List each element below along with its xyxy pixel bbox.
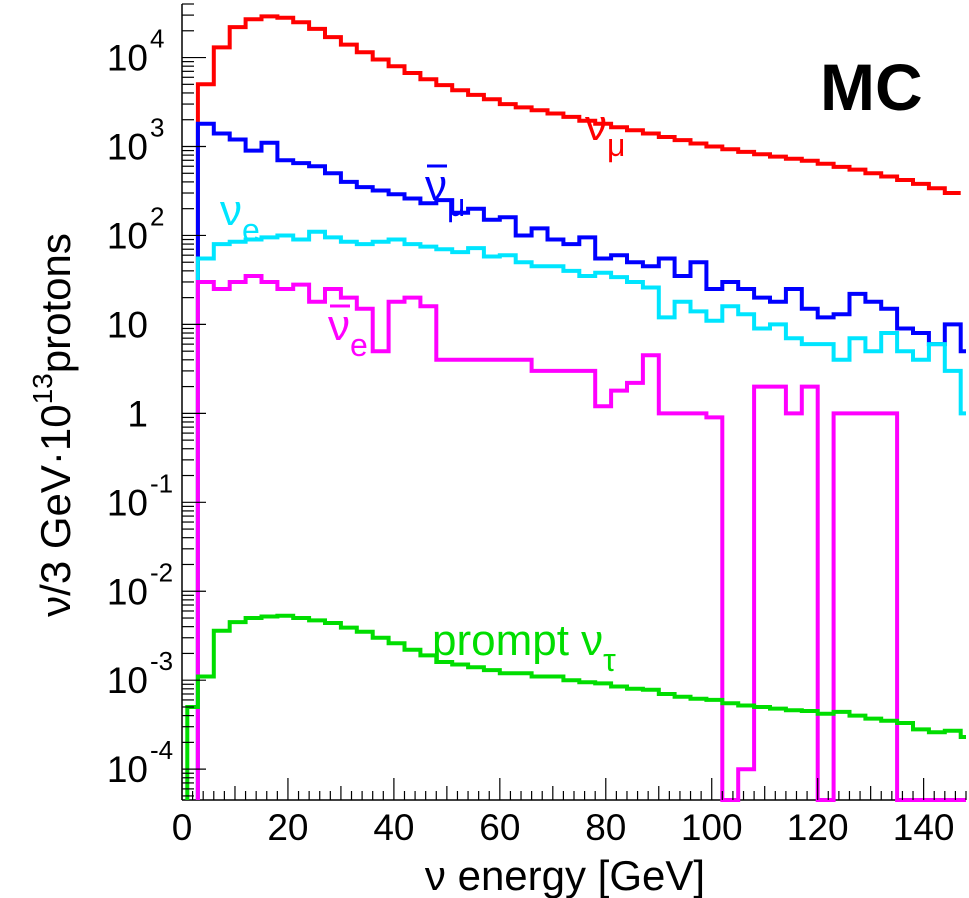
y-axis-title-unit: protons bbox=[32, 233, 79, 373]
x-tick-label: 60 bbox=[479, 807, 520, 848]
series-line-3 bbox=[195, 274, 966, 802]
x-axis-title: ν energy [GeV] bbox=[425, 852, 705, 898]
x-tick-label: 0 bbox=[172, 807, 193, 848]
x-tick-label: 40 bbox=[373, 807, 414, 848]
y-tick-exponent: -4 bbox=[150, 735, 173, 765]
y-tick-label: 10 bbox=[107, 127, 148, 168]
series-label-main: ν bbox=[585, 101, 607, 150]
y-axis-title: ν/3 GeV·1013protons bbox=[27, 233, 79, 617]
series-label-sub: e bbox=[350, 327, 368, 363]
y-tick-label: 10 bbox=[107, 660, 148, 701]
y-tick-label: 10 bbox=[107, 304, 148, 345]
series-label-2: νe bbox=[220, 186, 260, 248]
y-tick-exponent: 4 bbox=[150, 24, 164, 54]
y-tick-exponent: -1 bbox=[150, 468, 173, 498]
y-tick-label: 10 bbox=[107, 482, 148, 523]
y-tick-label: 10 bbox=[107, 571, 148, 612]
y-tick-label: 1 bbox=[127, 393, 148, 434]
x-tick-label: 140 bbox=[893, 807, 955, 848]
y-tick-label: 10 bbox=[107, 749, 148, 790]
series-label-main: ν bbox=[328, 301, 350, 350]
y-axis-title-exponent: 13 bbox=[27, 373, 58, 404]
series-line-1 bbox=[195, 121, 966, 800]
mc-tag: MC bbox=[820, 50, 923, 124]
y-axis-title-main: ν/3 GeV·10 bbox=[32, 404, 79, 616]
series-label-sub: μ bbox=[607, 127, 625, 163]
x-tick-label: 80 bbox=[585, 807, 626, 848]
series-label-main: ν bbox=[425, 161, 447, 210]
y-tick-exponent: 3 bbox=[150, 113, 164, 143]
x-tick-label: 20 bbox=[267, 807, 308, 848]
series-label-4: prompt ντ bbox=[432, 616, 616, 678]
x-tick-label: 100 bbox=[681, 807, 743, 848]
x-tick-label: 120 bbox=[787, 807, 849, 848]
series-line-2 bbox=[195, 229, 966, 800]
y-tick-exponent: -3 bbox=[150, 646, 173, 676]
series-group bbox=[185, 14, 966, 802]
series-label-3: νe bbox=[328, 301, 368, 363]
series-label-1: νμ bbox=[425, 161, 465, 223]
y-tick-label: 10 bbox=[107, 38, 148, 79]
series-line-0 bbox=[195, 14, 961, 800]
y-tick-label: 10 bbox=[107, 215, 148, 256]
series-label-0: νμ bbox=[585, 101, 625, 163]
series-label-main: ν bbox=[220, 186, 242, 235]
series-label-main: prompt ν bbox=[432, 616, 603, 665]
series-label-sub: τ bbox=[603, 642, 616, 678]
series-label-sub: e bbox=[242, 212, 260, 248]
y-tick-exponent: 2 bbox=[150, 201, 164, 231]
y-tick-exponent: -2 bbox=[150, 557, 173, 587]
series-label-sub: μ bbox=[447, 187, 465, 223]
axis-ticks bbox=[181, 3, 967, 800]
series-line-4 bbox=[185, 613, 966, 800]
